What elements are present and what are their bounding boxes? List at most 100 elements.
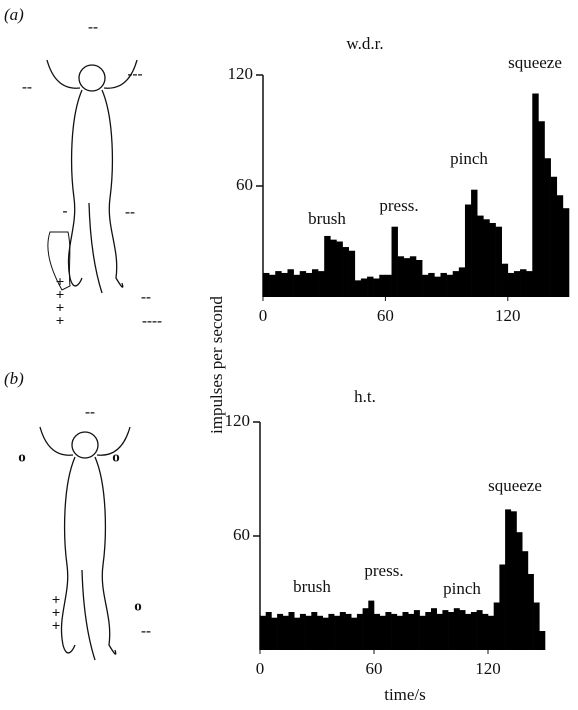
annotation: press. xyxy=(364,561,403,580)
bar xyxy=(409,256,417,297)
bar xyxy=(281,272,288,297)
bar xyxy=(520,269,527,297)
bar xyxy=(493,602,500,650)
bar xyxy=(305,272,313,297)
monkey-drawing xyxy=(46,59,138,294)
bar xyxy=(436,613,443,650)
bar xyxy=(379,274,386,297)
response-mark: + xyxy=(56,300,65,316)
bar xyxy=(489,223,496,297)
bar xyxy=(351,617,358,650)
bar xyxy=(311,612,318,650)
bar xyxy=(538,121,545,297)
bar xyxy=(288,612,295,650)
bar xyxy=(422,274,429,297)
bar xyxy=(282,615,289,650)
bar xyxy=(471,189,478,297)
bar xyxy=(322,617,329,650)
bar xyxy=(324,235,331,297)
bar xyxy=(345,613,352,650)
annotation: brush xyxy=(293,577,331,596)
bar xyxy=(342,247,349,297)
bar xyxy=(483,219,490,297)
bar xyxy=(465,613,472,650)
annotation: press. xyxy=(379,196,418,215)
bar xyxy=(385,274,392,297)
bar xyxy=(516,532,523,650)
bar xyxy=(334,615,341,650)
bar xyxy=(305,615,312,650)
bar xyxy=(453,608,460,650)
response-mark: + xyxy=(52,605,61,621)
annotation: squeeze xyxy=(508,53,562,72)
bar xyxy=(419,615,426,650)
bar xyxy=(299,271,307,297)
bar xyxy=(269,274,276,297)
panel-label: (a) xyxy=(4,5,24,24)
bar xyxy=(368,600,375,650)
bar xyxy=(505,509,512,650)
x-tick-label: 0 xyxy=(256,659,265,678)
response-mark: -- xyxy=(88,19,98,35)
response-mark: -- xyxy=(85,404,95,420)
bar xyxy=(544,158,551,297)
bar xyxy=(510,511,517,650)
bar xyxy=(403,258,411,297)
x-tick-label: 0 xyxy=(259,306,268,325)
bar xyxy=(527,574,534,650)
bar xyxy=(495,226,502,297)
y-tick-label: 120 xyxy=(228,64,254,83)
response-mark: + xyxy=(56,313,65,329)
bar xyxy=(311,269,319,297)
bar xyxy=(428,272,435,297)
bar xyxy=(367,276,374,297)
bar xyxy=(391,613,398,650)
response-mark: + xyxy=(56,287,65,303)
bar xyxy=(470,612,477,650)
hatched-region xyxy=(47,231,71,291)
bar xyxy=(354,280,362,297)
response-mark: -- xyxy=(141,289,151,305)
bar xyxy=(446,274,454,297)
bar xyxy=(374,613,380,650)
bar xyxy=(336,241,343,297)
bar xyxy=(379,615,386,650)
bar xyxy=(360,278,368,297)
bar xyxy=(362,608,369,650)
bar xyxy=(294,617,301,650)
response-mark: o xyxy=(134,598,142,614)
response-mark: -- xyxy=(141,623,151,639)
bar xyxy=(271,617,278,650)
response-mark: -- xyxy=(125,204,135,220)
x-tick-label: 120 xyxy=(495,306,521,325)
annotation: pinch xyxy=(450,149,488,168)
y-tick-label: 120 xyxy=(225,411,251,430)
bar xyxy=(452,271,460,297)
bar xyxy=(356,613,363,650)
bar xyxy=(413,610,420,650)
response-mark: o xyxy=(112,449,120,465)
bar xyxy=(318,271,325,297)
bar xyxy=(373,278,380,297)
bar xyxy=(263,272,270,297)
bar xyxy=(277,613,284,650)
bar xyxy=(440,272,447,297)
bar xyxy=(317,615,323,650)
bar xyxy=(275,271,282,297)
response-mark: + xyxy=(52,618,61,634)
bar xyxy=(464,204,472,297)
bar xyxy=(507,272,515,297)
x-axis-label: time/s xyxy=(384,685,426,704)
bar xyxy=(265,612,272,650)
bar xyxy=(330,239,337,297)
bar xyxy=(459,610,466,650)
response-mark: - xyxy=(63,203,68,219)
bar xyxy=(458,267,466,297)
response-mark: + xyxy=(56,274,65,290)
bar xyxy=(391,226,398,297)
bar xyxy=(562,208,570,297)
bar xyxy=(442,610,449,650)
bar xyxy=(385,612,392,650)
x-tick-label: 60 xyxy=(377,306,394,325)
